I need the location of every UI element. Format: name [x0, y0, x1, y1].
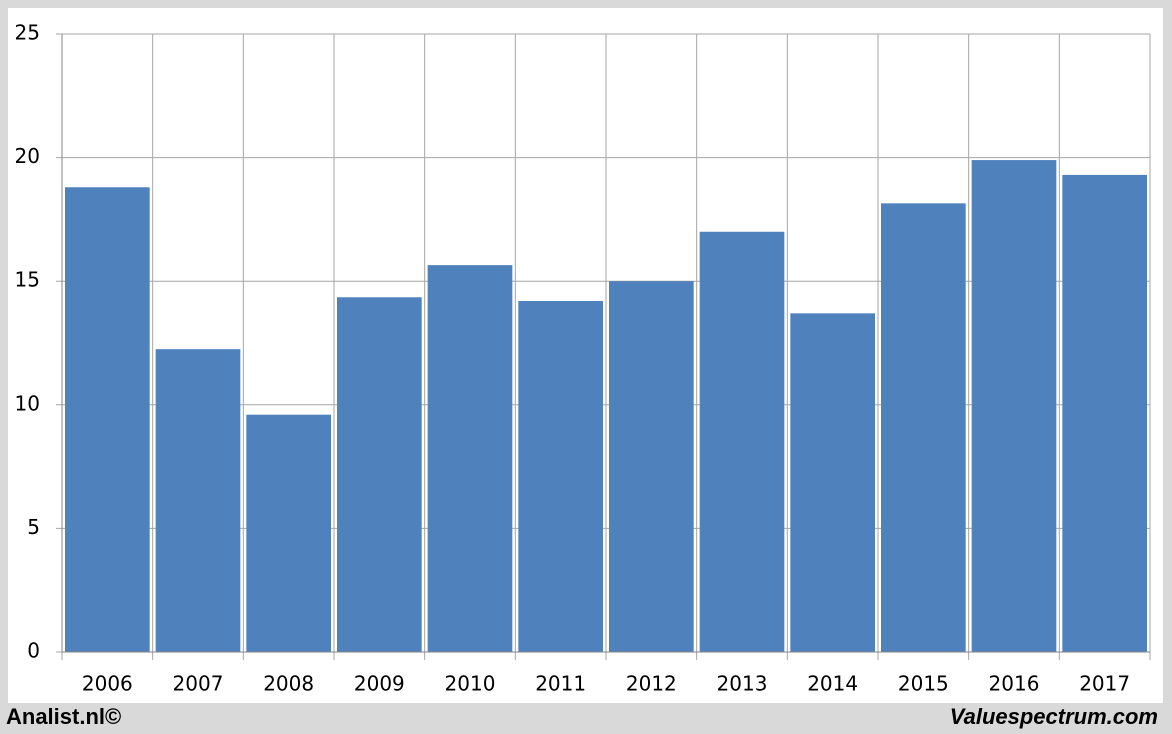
x-tick-label: 2017	[1079, 672, 1130, 696]
x-tick-label: 2012	[626, 672, 677, 696]
bar	[1062, 174, 1147, 653]
x-tick-label: 2006	[82, 672, 133, 696]
x-tick-label: 2016	[989, 672, 1040, 696]
x-tick-label: 2010	[445, 672, 496, 696]
y-tick-label: 0	[27, 639, 40, 663]
x-tick-label: 2013	[717, 672, 768, 696]
bar	[65, 187, 150, 652]
footer-right: Valuespectrum.com	[950, 704, 1158, 729]
x-tick-label: 2009	[354, 672, 405, 696]
bar	[246, 414, 331, 652]
bar	[518, 300, 603, 652]
bar	[881, 203, 966, 652]
x-tick-label: 2008	[263, 672, 314, 696]
y-tick-label: 10	[15, 391, 40, 415]
y-tick-label: 5	[27, 515, 40, 539]
bar	[609, 281, 694, 652]
x-tick-label: 2015	[898, 672, 949, 696]
x-tick-label: 2011	[535, 672, 586, 696]
bar	[155, 349, 241, 652]
x-tick-label: 2007	[173, 672, 224, 696]
y-tick-label: 25	[15, 21, 40, 45]
y-tick-label: 20	[15, 144, 40, 168]
footer-left: Analist.nl©	[6, 704, 121, 729]
bar	[699, 231, 785, 652]
bar	[971, 160, 1057, 652]
x-tick-label: 2014	[807, 672, 858, 696]
bar	[427, 265, 513, 652]
y-tick-label: 15	[15, 268, 40, 292]
bar	[790, 313, 875, 652]
bar	[337, 297, 422, 652]
